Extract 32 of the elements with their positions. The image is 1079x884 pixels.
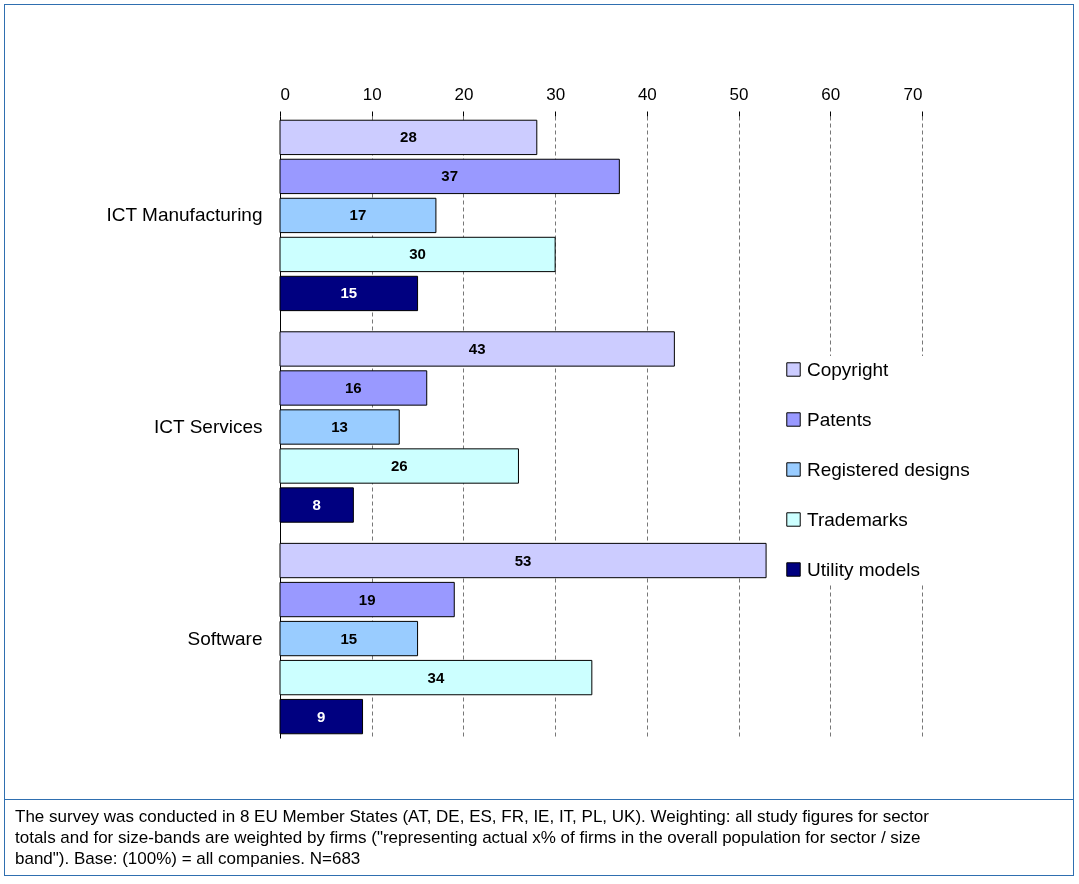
y-tick-label: ICT Manufacturing [106, 204, 263, 226]
y-tick-label: ICT Services [154, 416, 263, 437]
legend-label: Registered designs [807, 458, 970, 480]
legend-label: Copyright [807, 358, 890, 380]
data-label: 30 [409, 245, 426, 263]
x-tick-label: 50 [729, 84, 749, 104]
data-label: 28 [400, 128, 417, 146]
data-label: 13 [331, 418, 348, 435]
data-label: 15 [340, 284, 358, 302]
x-tick-label: 20 [454, 84, 474, 104]
data-label: 43 [468, 339, 486, 357]
data-label: 17 [349, 206, 367, 224]
data-label: 26 [390, 457, 408, 475]
data-label: 37 [441, 167, 459, 185]
x-tick-label: 70 [903, 84, 923, 104]
data-label: 15 [340, 629, 358, 647]
data-label: 8 [312, 496, 321, 514]
x-tick-label: 40 [637, 84, 657, 104]
x-tick-label: 60 [821, 84, 841, 104]
legend-label: Utility models [807, 558, 920, 580]
data-label: 9 [317, 707, 326, 725]
x-tick-label: 0 [280, 84, 290, 104]
data-label: 16 [345, 378, 362, 396]
y-tick-label: Software [187, 627, 263, 649]
data-label: 19 [358, 590, 376, 608]
data-label: 34 [427, 668, 445, 686]
legend-label: Trademarks [807, 508, 908, 530]
text: The survey was conducted in 8 EU Member States (AT, DE, ES, FR, IE, IT, PL, UK). Weighting: all study figures for sector totals and for size-bands are weighted by firms ("representing actual x% of firms in the overall population for sector / size band"). Base: (100%) = all companies. N=683 [5, 799, 1073, 875]
data-label: 53 [514, 551, 532, 569]
legend-label: Patents [807, 408, 872, 430]
x-tick-label: 30 [546, 84, 566, 104]
x-tick-label: 10 [362, 84, 382, 104]
